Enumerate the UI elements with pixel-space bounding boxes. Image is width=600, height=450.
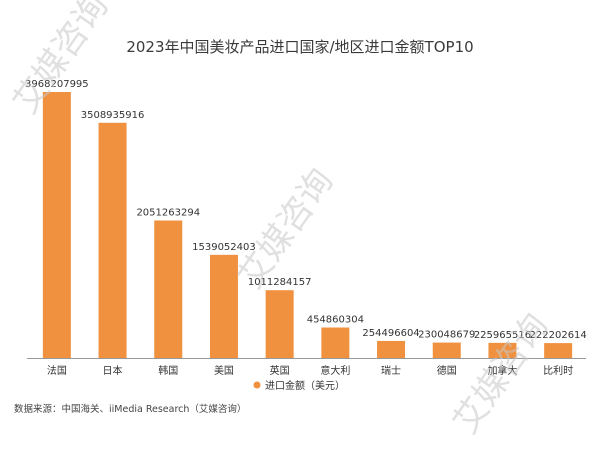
bar-0 [42, 92, 71, 358]
value-label-9: 222202614 [530, 330, 587, 341]
value-label-3: 1539052403 [192, 242, 256, 253]
bar-3 [209, 254, 238, 358]
category-label-6: 瑞士 [381, 364, 401, 377]
bar-4 [265, 290, 294, 358]
bar-7 [432, 342, 461, 358]
category-label-7: 德国 [437, 364, 457, 377]
value-label-1: 3508935916 [81, 110, 145, 121]
bar-8 [488, 342, 517, 358]
category-label-2: 韩国 [158, 364, 178, 377]
bar-2 [154, 220, 183, 358]
watermark-1: 艾媒咨询 [231, 162, 342, 296]
bar-1 [98, 122, 127, 358]
bar-6 [377, 340, 406, 358]
bars-layer: 3968207995 法国 3508935916 日本 2051263294 韩国 1539… [25, 79, 587, 377]
value-label-0: 3968207995 [25, 79, 89, 90]
category-label-4: 英国 [270, 364, 290, 377]
category-label-5: 意大利 [320, 364, 350, 377]
category-label-9: 比利时 [543, 365, 573, 377]
value-label-6: 254496604 [362, 328, 419, 339]
value-label-4: 1011284157 [248, 277, 312, 288]
category-label-0: 法国 [47, 364, 67, 377]
value-label-5: 454860304 [307, 315, 364, 326]
source-note: 数据来源：中国海关、iiMedia Research（艾媒咨询） [14, 403, 246, 415]
category-label-8: 加拿大 [487, 364, 517, 377]
value-label-8: 225965516 [474, 330, 531, 341]
bar-9 [544, 343, 573, 358]
category-label-1: 日本 [103, 364, 123, 377]
watermark-2: 艾媒咨询 [446, 307, 557, 441]
category-label-3: 美国 [214, 364, 234, 377]
legend-marker [253, 381, 261, 389]
legend-label: 进口金额（美元） [265, 379, 345, 392]
value-label-7: 230048679 [418, 330, 475, 341]
legend: 进口金额（美元） [253, 379, 345, 392]
chart-title: 2023年中国美妆产品进口国家/地区进口金额TOP10 [126, 38, 473, 56]
bar-5 [321, 327, 350, 358]
value-label-2: 2051263294 [136, 207, 200, 218]
